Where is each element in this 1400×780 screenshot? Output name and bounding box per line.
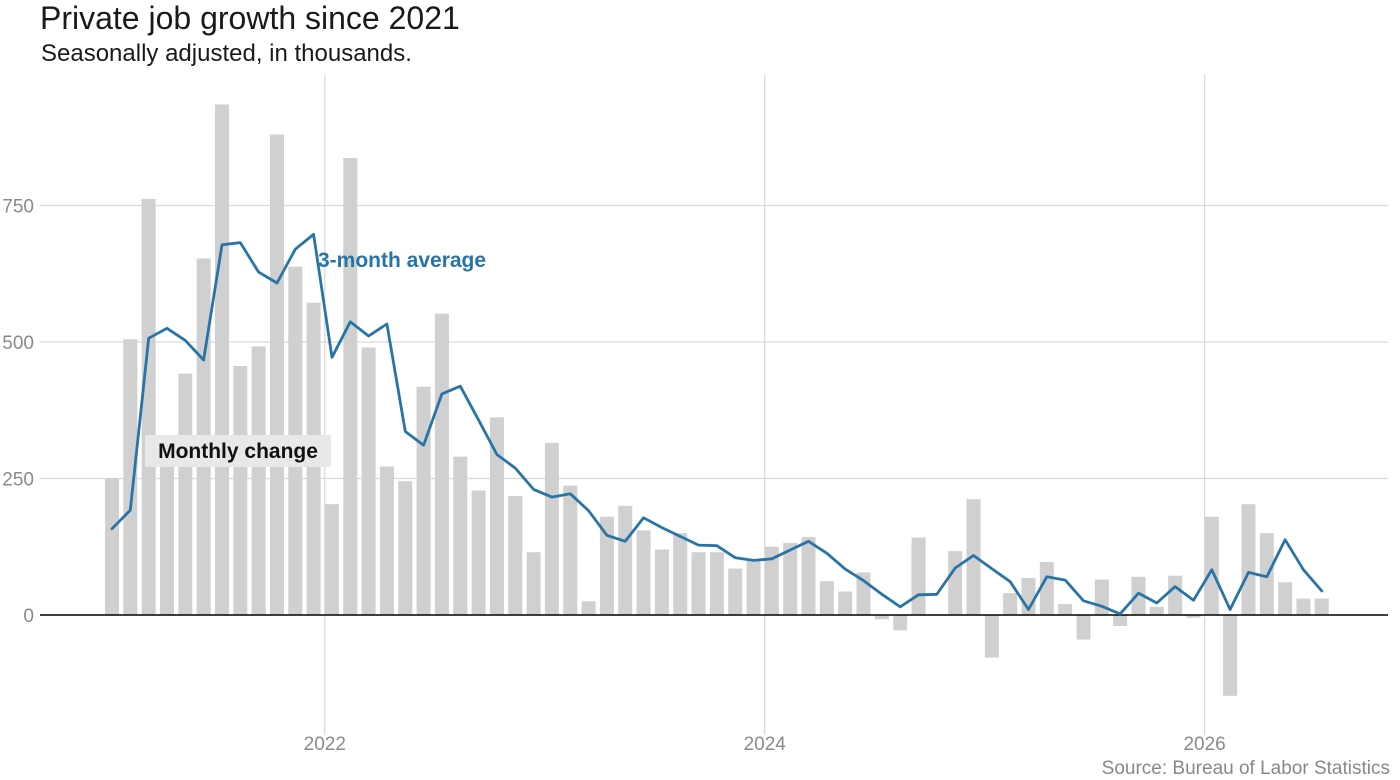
annotations: 3-month average Monthly change <box>145 249 486 467</box>
bar <box>746 560 761 615</box>
x-tick-label: 2024 <box>744 734 787 755</box>
bar <box>819 581 834 615</box>
bar <box>581 601 596 615</box>
chart-title: Private job growth since 2021 <box>40 0 460 36</box>
bar <box>105 478 119 615</box>
bar <box>654 549 669 615</box>
bar <box>1278 582 1293 615</box>
bar <box>1223 615 1238 696</box>
chart-subtitle: Seasonally adjusted, in thousands. <box>41 40 412 67</box>
bar <box>691 552 706 615</box>
bar <box>489 417 504 615</box>
bar <box>434 313 449 615</box>
bar <box>1296 598 1311 615</box>
bar <box>1131 576 1146 615</box>
bar <box>984 615 999 658</box>
bar <box>728 568 743 615</box>
y-tick-label: 750 <box>2 197 34 218</box>
bar <box>324 504 339 615</box>
x-tick-label: 2026 <box>1183 734 1225 755</box>
bar <box>123 339 138 615</box>
bar <box>783 542 798 615</box>
bar <box>526 552 541 615</box>
bar <box>838 591 853 615</box>
bar <box>416 386 431 615</box>
bar <box>618 505 633 615</box>
bar <box>508 495 523 615</box>
line-series-label: 3-month average <box>318 249 486 272</box>
bar <box>544 443 559 615</box>
x-tick-label: 2022 <box>304 734 346 755</box>
bar <box>636 530 651 615</box>
bar <box>948 551 963 615</box>
bar <box>361 347 376 615</box>
bar <box>453 456 468 615</box>
bar <box>1204 516 1219 615</box>
bar <box>1168 575 1183 615</box>
bar <box>709 552 724 615</box>
bar-series-label-box <box>145 435 331 467</box>
bar-series-label: Monthly change <box>158 440 318 463</box>
bar <box>398 481 413 615</box>
bar <box>801 536 816 615</box>
bar <box>599 516 614 615</box>
bar <box>563 485 578 615</box>
three-month-average-line <box>110 232 1324 616</box>
y-tick-label: 250 <box>2 470 34 491</box>
bar <box>1314 598 1329 615</box>
bar <box>911 537 926 615</box>
bar <box>1003 593 1018 615</box>
bar <box>471 490 486 615</box>
bar <box>379 466 394 615</box>
bar <box>893 615 908 631</box>
y-axis-tick-labels: 0 250 500 750 <box>2 197 34 628</box>
bar <box>1241 504 1256 615</box>
average-line <box>110 232 1324 616</box>
monthly-change-bars <box>105 104 1329 696</box>
bar <box>874 615 889 620</box>
bar <box>214 104 229 616</box>
bar <box>141 198 156 615</box>
y-tick-label: 500 <box>2 333 34 354</box>
bar <box>251 346 266 615</box>
bar <box>1058 604 1073 615</box>
bar <box>343 157 358 616</box>
y-tick-label: 0 <box>23 606 34 627</box>
bar <box>764 546 779 615</box>
source-note: Source: Bureau of Labor Statistics <box>1101 758 1390 779</box>
bar <box>159 453 174 615</box>
x-axis-tick-labels: 2022 2024 2026 <box>304 734 1226 755</box>
bar <box>269 134 284 615</box>
bar <box>1039 562 1054 615</box>
vertical-gridlines <box>324 75 1206 735</box>
bar <box>1113 615 1128 626</box>
bar <box>1186 615 1201 618</box>
bar <box>233 366 248 615</box>
bar <box>1076 615 1091 640</box>
bar <box>1149 606 1164 615</box>
bar <box>673 533 688 615</box>
bar <box>178 373 193 615</box>
